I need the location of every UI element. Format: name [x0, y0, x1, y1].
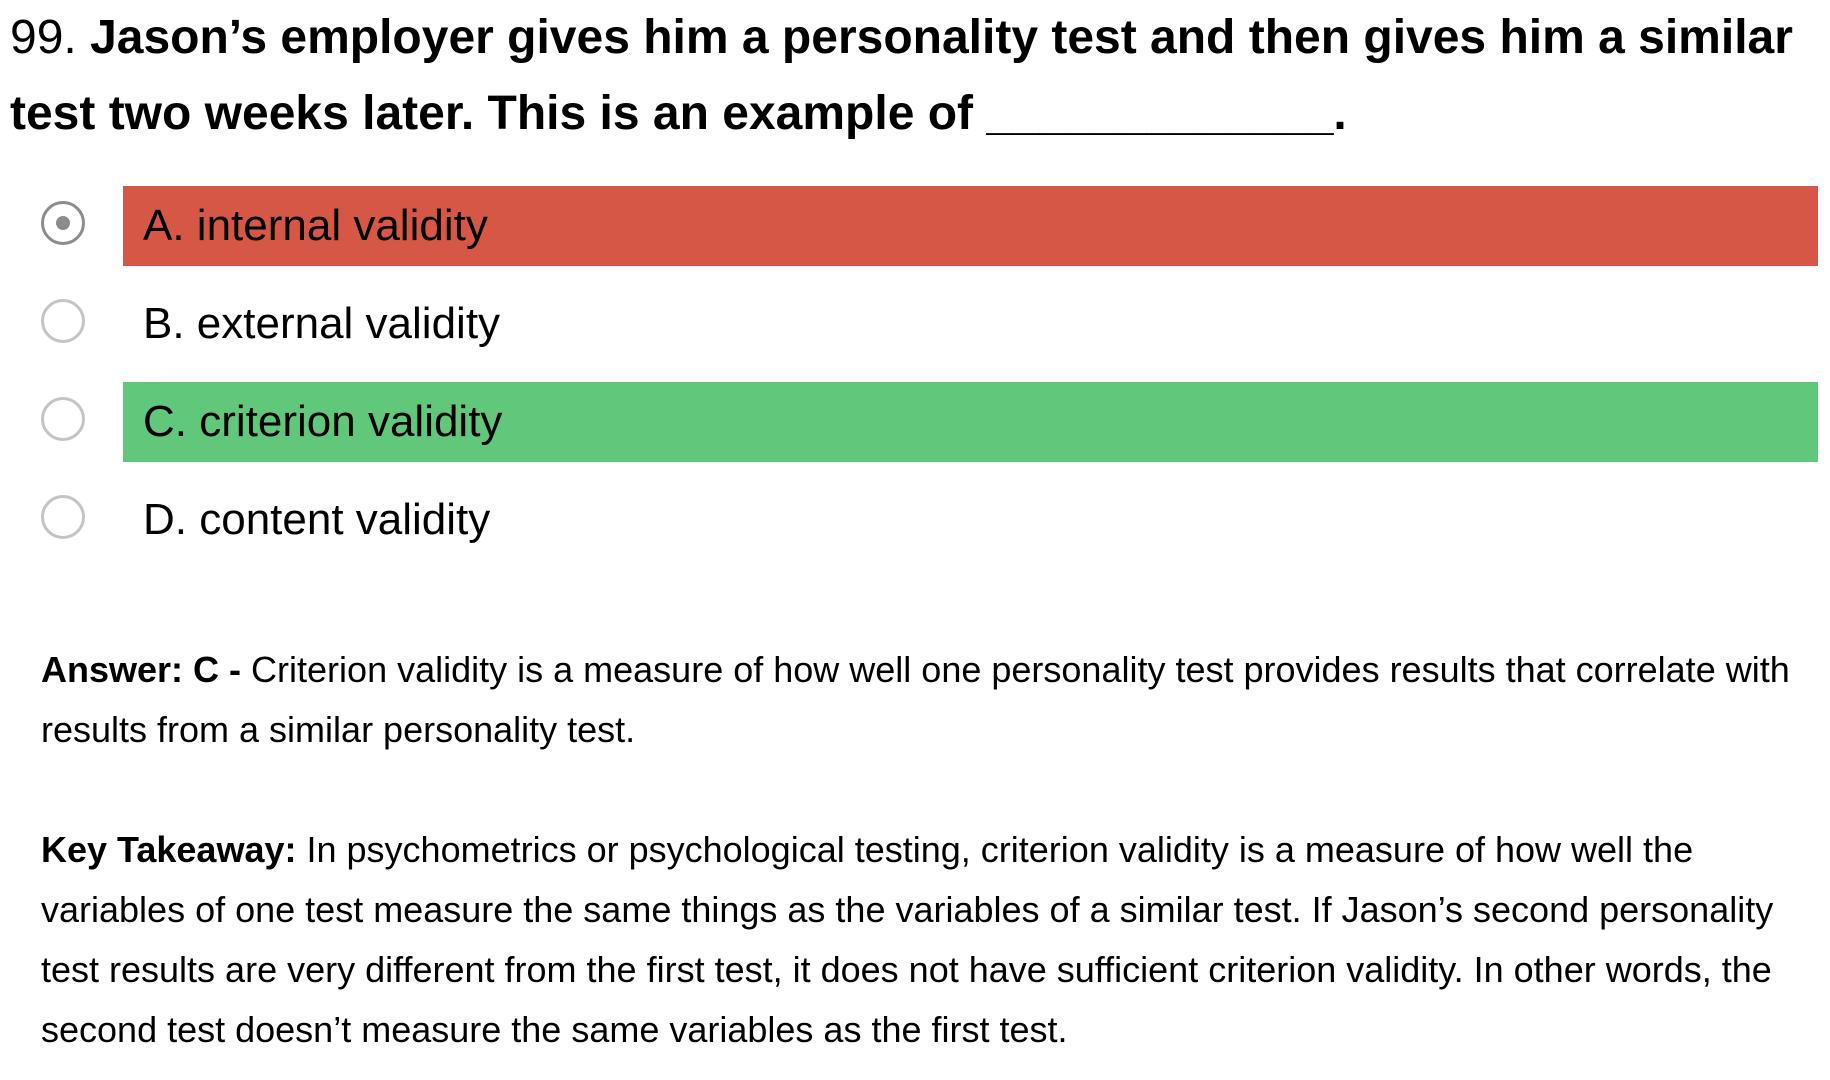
question: 99. Jason’s employer gives him a persona… — [10, 0, 1810, 152]
option-c-label-box[interactable]: C. criterion validity — [123, 382, 1818, 462]
option-a-label-box[interactable]: A. internal validity — [123, 186, 1818, 266]
option-d[interactable]: D. content validity — [0, 480, 1830, 560]
option-d-label-box[interactable]: D. content validity — [123, 480, 1818, 560]
option-c[interactable]: C. criterion validity — [0, 382, 1830, 462]
option-a-label: A. internal validity — [143, 201, 488, 250]
option-b[interactable]: B. external validity — [0, 284, 1830, 364]
key-takeaway-text: In psychometrics or psychological testin… — [41, 829, 1774, 1050]
option-b-label-box[interactable]: B. external validity — [123, 284, 1818, 364]
key-takeaway-paragraph: Key Takeaway: In psychometrics or psycho… — [41, 820, 1801, 1060]
answer-text: Criterion validity is a measure of how w… — [41, 649, 1790, 750]
explanation: Answer: C - Criterion validity is a meas… — [41, 640, 1801, 1060]
answer-options: A. internal validity B. external validit… — [0, 186, 1830, 578]
radio-selected-icon[interactable] — [41, 201, 85, 245]
option-d-label: D. content validity — [143, 495, 491, 544]
radio-empty-icon[interactable] — [41, 495, 85, 539]
option-a[interactable]: A. internal validity — [0, 186, 1830, 266]
option-b-label: B. external validity — [143, 299, 501, 348]
question-number: 99. — [10, 11, 77, 64]
option-c-label: C. criterion validity — [143, 397, 503, 446]
key-takeaway-label: Key Takeaway: — [41, 829, 297, 870]
question-text: Jason’s employer gives him a personality… — [10, 11, 1793, 140]
radio-empty-icon[interactable] — [41, 299, 85, 343]
answer-paragraph: Answer: C - Criterion validity is a meas… — [41, 640, 1801, 760]
radio-empty-icon[interactable] — [41, 397, 85, 441]
answer-label: Answer: C - — [41, 649, 242, 690]
